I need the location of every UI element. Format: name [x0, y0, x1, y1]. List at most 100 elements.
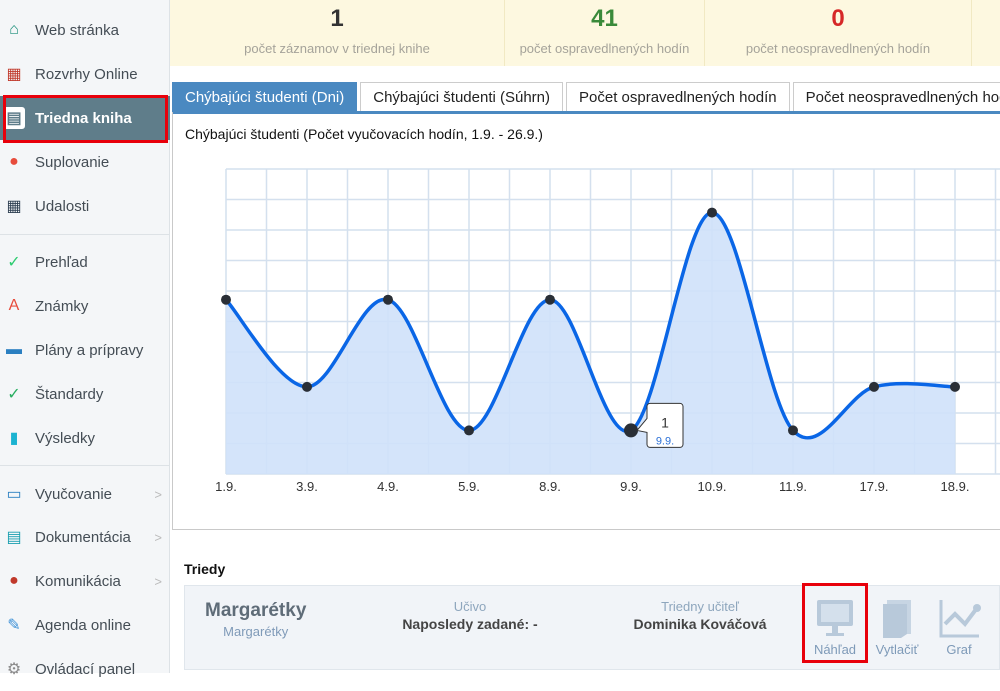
- sidebar-item-známky[interactable]: A Známky: [0, 284, 170, 328]
- sidebar-item-agenda-online[interactable]: ✎ Agenda online: [0, 603, 170, 647]
- teacher-field: Triedny učiteľ Dominika Kováčová: [615, 599, 785, 632]
- highlight-preview: [802, 583, 868, 663]
- chart-panel: [172, 112, 1000, 530]
- data-point: [950, 381, 960, 392]
- tab-missing-summary[interactable]: Chýbajúci študenti (Súhrn): [360, 82, 564, 112]
- sidebar-item-komunikácia[interactable]: ● Komunikácia >: [0, 559, 170, 603]
- sidebar-item-label: Triedna kniha: [35, 109, 132, 127]
- sidebar-item-label: Rozvrhy Online: [35, 65, 138, 83]
- data-point: [221, 294, 231, 305]
- tooltip-label: 9.9.: [656, 435, 674, 447]
- sidebar-item-label: Štandardy: [35, 385, 104, 403]
- sidebar-item-label: Plány a prípravy: [35, 341, 144, 359]
- sidebar-item-label: Ovládací panel: [35, 660, 136, 678]
- gear-icon: ⚙: [6, 661, 22, 678]
- tab-underline: [172, 111, 1000, 114]
- tab-unexcused-hours[interactable]: Počet neospravedlnených hodín: [792, 82, 1000, 112]
- tooltip-value: 1: [661, 414, 669, 430]
- classes-heading: Triedy: [184, 561, 226, 577]
- stat-excused: 41 počet ospravedlnených hodín: [505, 0, 705, 66]
- stats-bar: 1 počet záznamov v triednej knihe 41 počet…: [170, 0, 1000, 66]
- shield-icon: ✓: [7, 386, 21, 403]
- sidebar-item-label: Výsledky: [35, 429, 96, 447]
- x-tick-label: 9.9.: [620, 479, 642, 494]
- x-tick-label: 1.9.: [215, 479, 237, 494]
- stat-label: počet ospravedlnených hodín: [519, 41, 690, 56]
- sidebar-item-label: Web stránka: [35, 21, 119, 39]
- sidebar-item-udalosti[interactable]: ▦ Udalosti: [0, 184, 170, 228]
- ucivo-field: Učivo Naposledy zadané: -: [385, 599, 555, 632]
- chart-tabs: Chýbajúci študenti (Dni) Chýbajúci štude…: [172, 82, 1000, 112]
- grade-icon: A: [8, 297, 20, 314]
- book-icon: ▤: [3, 107, 25, 129]
- sidebar-item-plány-a-prípravy[interactable]: ▬ Plány a prípravy: [0, 328, 170, 372]
- sidebar-item-web-stránka[interactable]: ⌂ Web stránka: [0, 8, 170, 52]
- stat-label: počet neospravedlnených hodín: [745, 41, 931, 56]
- open-book-icon: ▭: [6, 486, 22, 503]
- sidebar-item-label: Známky: [35, 297, 89, 315]
- check-circle-icon: ✓: [7, 254, 21, 271]
- sidebar-item-vyučovanie[interactable]: ▭ Vyučovanie >: [0, 472, 170, 516]
- sidebar-item-štandardy[interactable]: ✓ Štandardy: [0, 372, 170, 416]
- teacher-label: Triedny učiteľ: [661, 599, 739, 614]
- data-point: [707, 207, 717, 218]
- sidebar-item-label: Udalosti: [35, 197, 90, 215]
- data-point: [464, 425, 474, 436]
- x-tick-label: 18.9.: [941, 479, 970, 494]
- sidebar-item-prehľad[interactable]: ✓ Prehľad: [0, 240, 170, 284]
- sidebar: ⌂ Web stránka ▦ Rozvrhy Online ▤ Triedna knih…: [0, 0, 170, 678]
- x-tick-label: 8.9.: [539, 479, 561, 494]
- sidebar-item-rozvrhy-online[interactable]: ▦ Rozvrhy Online: [0, 52, 170, 96]
- sidebar-item-výsledky[interactable]: ▮ Výsledky: [0, 416, 170, 460]
- timetable-icon: ▦: [6, 66, 22, 83]
- stat-value: 1: [330, 5, 344, 32]
- sidebar-item-label: Komunikácia: [35, 572, 121, 590]
- preview-button[interactable]: Náhľad: [809, 598, 861, 657]
- sidebar-item-ovládací-panel[interactable]: ⚙ Ovládací panel: [0, 647, 170, 691]
- graph-label: Graf: [946, 642, 972, 657]
- stat-value: 0: [831, 5, 845, 32]
- stat-records: 1 počet záznamov v triednej knihe: [170, 0, 505, 66]
- x-tick-label: 10.9.: [698, 479, 727, 494]
- print-icon: [883, 600, 911, 638]
- x-tick-label: 11.9.: [779, 479, 807, 494]
- chat-icon: ●: [9, 572, 19, 589]
- ucivo-label: Učivo: [453, 599, 487, 614]
- series-line: [224, 210, 956, 440]
- teacher-value: Dominika Kováčová: [633, 616, 767, 632]
- stat-value: 41: [591, 5, 618, 32]
- highlight-triedna-kniha: [3, 95, 168, 143]
- data-point: [383, 294, 393, 305]
- class-name[interactable]: Margarétky: [205, 600, 307, 621]
- chevron-right-icon: >: [154, 486, 162, 502]
- sidebar-divider: [0, 234, 170, 235]
- x-tick-label: 17.9.: [860, 479, 889, 494]
- ucivo-value: Naposledy zadané: -: [402, 616, 538, 632]
- x-tick-label: 5.9.: [458, 479, 480, 494]
- chart-title: Chýbajúci študenti (Počet vyučovacích ho…: [185, 126, 543, 142]
- sidebar-item-label: Suplovanie: [35, 153, 110, 171]
- line-chart-icon: [939, 600, 981, 638]
- class-name-block[interactable]: Margarétky Margarétky: [205, 600, 306, 639]
- data-point: [624, 423, 638, 438]
- preview-label: Náhľad: [813, 642, 857, 657]
- calendar-icon: ▦: [6, 198, 22, 215]
- sidebar-item-label: Dokumentácia: [35, 528, 131, 546]
- data-point: [869, 381, 879, 392]
- chart: 1.9. 3.9. 4.9. 5.9. 8.9. 9.9. 10.9. 11.9. 17.9. 1…: [215, 168, 1000, 494]
- sidebar-item-suplovanie[interactable]: ● Suplovanie: [0, 140, 170, 184]
- sidebar-item-label: Agenda online: [35, 616, 131, 634]
- class-subname: Margarétky: [223, 624, 289, 639]
- print-label: Vytlačiť: [875, 642, 919, 657]
- data-point: [788, 425, 798, 436]
- sidebar-item-dokumentácia[interactable]: ▤ Dokumentácia >: [0, 515, 170, 559]
- tab-excused-hours[interactable]: Počet ospravedlnených hodín: [566, 82, 790, 112]
- bar-chart-icon: ▮: [9, 430, 19, 447]
- print-button[interactable]: Vytlačiť: [871, 598, 923, 657]
- tab-missing-days[interactable]: Chýbajúci študenti (Dni): [172, 82, 358, 112]
- home-icon: ⌂: [9, 21, 19, 38]
- sidebar-divider: [0, 465, 170, 466]
- area-fill: [226, 212, 955, 475]
- graph-button[interactable]: Graf: [933, 598, 985, 657]
- sidebar-item-triedna-kniha[interactable]: ▤ Triedna kniha: [0, 96, 170, 140]
